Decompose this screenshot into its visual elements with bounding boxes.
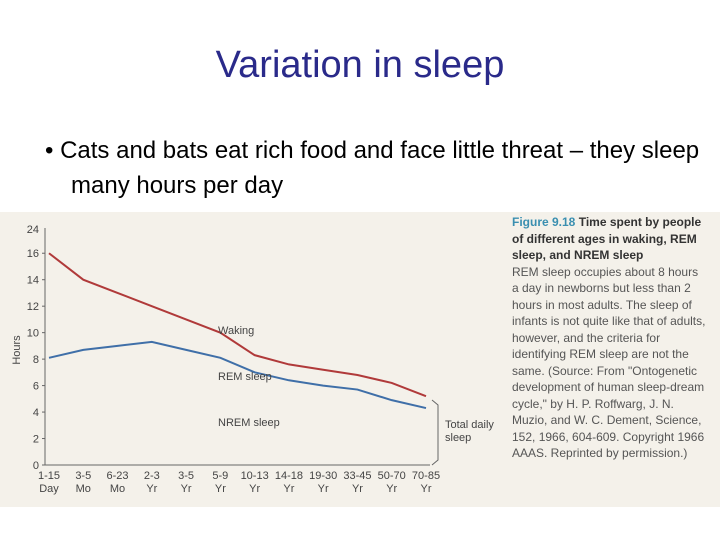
x-tick-label: 3-5 Yr <box>178 470 194 495</box>
series-line <box>48 340 427 410</box>
region-label: NREM sleep <box>218 417 280 429</box>
total-sleep-label: Total daily sleep <box>445 419 494 444</box>
y-tick-label: 16 <box>27 248 39 260</box>
region-label: REM sleep <box>218 371 272 383</box>
x-tick-label: 50-70 Yr <box>378 470 406 495</box>
x-tick-label: 19-30 Yr <box>309 470 337 495</box>
x-tick-label: 5-9 Yr <box>212 470 228 495</box>
slide-title: Variation in sleep <box>215 44 505 86</box>
x-tick-label: 70-85 Yr <box>412 470 440 495</box>
caption-body: REM sleep occupies about 8 hours a day i… <box>512 264 706 461</box>
y-tick-label: 6 <box>33 381 39 393</box>
bullet: • Cats and bats eat rich food and face l… <box>45 137 700 199</box>
caption-heading: Time spent by people of different ages i… <box>512 215 702 262</box>
series-line <box>48 252 427 398</box>
x-tick-label: 10-13 Yr <box>241 470 269 495</box>
figure-number: Figure 9.18 <box>512 215 576 229</box>
x-tick-label: 2-3 Yr <box>144 470 160 495</box>
y-tick-label: 0 <box>33 460 39 472</box>
region-label: Waking <box>218 325 254 337</box>
bullet-text: Cats and bats eat rich food and face lit… <box>60 137 700 199</box>
y-tick-label: 8 <box>33 354 39 366</box>
y-axis-label: Hours <box>11 335 23 365</box>
x-tick-label: 33-45 Yr <box>343 470 371 495</box>
figure-background <box>0 212 720 507</box>
x-tick-label: 3-5 Mo <box>75 470 91 495</box>
y-tick-label: 2 <box>33 434 39 446</box>
y-tick-label: 4 <box>33 407 39 419</box>
x-tick-label: 6-23 Mo <box>107 470 129 495</box>
x-tick-label: 14-18 Yr <box>275 470 303 495</box>
bracket <box>431 399 439 466</box>
caption: Figure 9.18 Time spent by people of diff… <box>512 214 708 462</box>
y-tick-label: 10 <box>27 328 39 340</box>
y-tick-label: 12 <box>27 301 39 313</box>
axis-top-label: 24 <box>27 224 39 236</box>
y-tick-label: 14 <box>27 275 39 287</box>
x-tick-label: 1-15 Day <box>38 470 60 495</box>
